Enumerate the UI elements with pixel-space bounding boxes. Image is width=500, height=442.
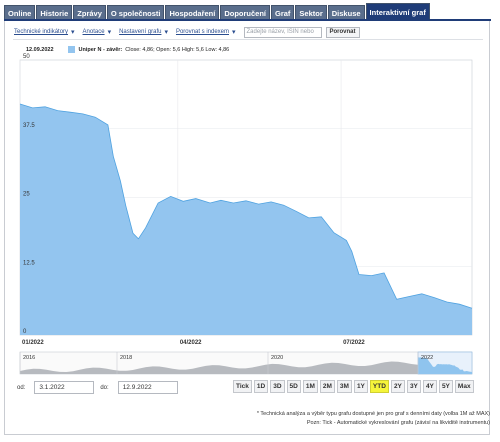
navigator-selected-area [418, 357, 472, 374]
tab-graf[interactable]: Graf [271, 5, 295, 21]
tab-interaktivni-graf[interactable]: Interaktivní graf [365, 3, 430, 21]
legend-swatch [67, 46, 75, 53]
compare-button[interactable]: Porovnat [325, 26, 360, 38]
tab-bar: Online Historie Zprávy O společnosti Hos… [4, 3, 430, 21]
chevron-down-icon[interactable]: ▾ [164, 29, 168, 36]
y-tick-label: 37.5 [23, 123, 35, 129]
series-area [20, 104, 472, 335]
tab-historie[interactable]: Historie [36, 5, 73, 21]
tab-underline [4, 19, 491, 21]
range-button-1m[interactable]: 1M [302, 380, 318, 393]
range-button-5d[interactable]: 5D [286, 380, 301, 393]
tab-zpravy[interactable]: Zprávy [73, 5, 106, 21]
range-button-tick[interactable]: Tick [233, 380, 252, 393]
annotations-link[interactable]: Anotace [82, 29, 105, 35]
y-tick-label: 12.5 [23, 260, 35, 266]
x-tick-label: 04/2022 [180, 340, 202, 346]
range-button-2y[interactable]: 2Y [390, 380, 405, 393]
navigator-year-label: 2016 [23, 355, 35, 361]
chart-info-line: 12.09.2022 Uniper N - závěr: Close: 4,86… [26, 46, 229, 53]
tab-o-spolecnosti[interactable]: O společnosti [106, 5, 165, 21]
info-date: 12.09.2022 [26, 46, 54, 53]
to-date-input[interactable]: 12.9.2022 [117, 381, 178, 394]
range-navigator: 2016 2018 2020 2022 [19, 351, 473, 375]
range-button-max[interactable]: Max [454, 380, 474, 393]
tab-diskuse[interactable]: Diskuse [327, 5, 365, 21]
range-buttons: Tick 1D 3D 5D 1M 2M 3M 1Y YTD 2Y 3Y 4Y 5Y Max [233, 380, 474, 393]
x-axis: 01/2022 04/2022 07/2022 [22, 340, 365, 346]
tab-hospodareni[interactable]: Hospodaření [165, 5, 220, 21]
tab-online[interactable]: Online [4, 5, 36, 21]
range-button-2m[interactable]: 2M [319, 380, 335, 393]
x-tick-label: 07/2022 [343, 340, 365, 346]
footnote-technical: * Technická analýza a výběr typu grafu d… [256, 411, 490, 417]
range-button-3m[interactable]: 3M [336, 380, 352, 393]
date-range-row: od: 3.1.2022 do: 12.9.2022 [17, 381, 178, 394]
range-button-ytd[interactable]: YTD [369, 380, 389, 393]
y-tick-label: 25 [23, 192, 30, 198]
instrument-search-input[interactable]: Zadejte název, ISIN nebo [243, 26, 322, 38]
tab-sektor[interactable]: Sektor [295, 5, 327, 21]
navigator-year-label: 2020 [271, 355, 283, 361]
y-axis: 0 12.5 25 37.5 50 [23, 54, 35, 335]
range-button-1d[interactable]: 1D [253, 380, 269, 393]
chart-settings-link[interactable]: Nastavení grafu [119, 29, 162, 35]
from-label: od: [17, 384, 26, 391]
to-label: do: [100, 384, 109, 391]
chevron-down-icon[interactable]: ▾ [107, 29, 112, 36]
tab-doporuceni[interactable]: Doporučení [220, 5, 270, 21]
range-button-4y[interactable]: 4Y [422, 380, 437, 393]
navigator-year-label: 2018 [120, 355, 132, 361]
footnote-tick: Pozn: Tick - Automatické vykreslování gr… [306, 420, 490, 426]
legend-values: Close: 4,86; Open: 5,6 High: 5,6 Low: 4,… [125, 46, 230, 53]
range-button-5y[interactable]: 5Y [438, 380, 453, 393]
navigator-history-area [20, 361, 418, 374]
toolbar-divider [13, 39, 483, 40]
technical-indicators-link[interactable]: Technické indikátory [14, 29, 69, 35]
chart-toolbar: Technické indikátory ▾ Anotace ▾ Nastavení… [14, 26, 360, 38]
footnotes: * Technická analýza a výběr typu grafu d… [257, 410, 490, 428]
content-frame [4, 21, 490, 435]
y-tick-label: 50 [23, 54, 30, 60]
chevron-down-icon[interactable]: ▾ [232, 29, 236, 36]
series-line [19, 103, 473, 309]
chevron-down-icon[interactable]: ▾ [71, 29, 75, 36]
legend-series-label: Uniper N - závěr: [78, 46, 123, 53]
range-button-3d[interactable]: 3D [270, 380, 285, 393]
x-tick-label: 01/2022 [22, 340, 44, 346]
from-date-input[interactable]: 3.1.2022 [34, 381, 95, 394]
range-button-3y[interactable]: 3Y [406, 380, 421, 393]
navigator-year-label: 2022 [421, 355, 433, 361]
compare-index-link[interactable]: Porovnat s indexem [175, 29, 229, 35]
y-tick-label: 0 [23, 329, 27, 335]
range-button-1y[interactable]: 1Y [353, 380, 368, 393]
